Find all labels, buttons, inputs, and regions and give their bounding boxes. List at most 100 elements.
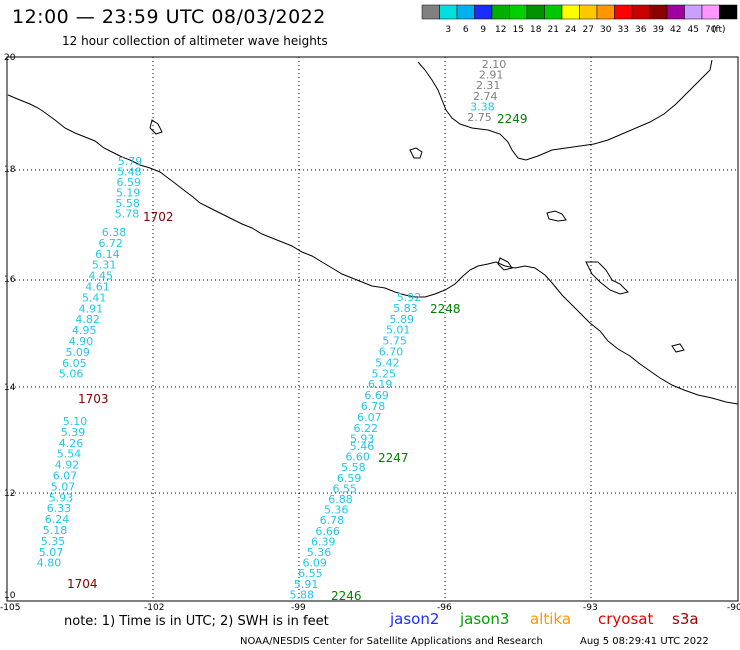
swh-value: 2.10 — [482, 58, 507, 71]
legend-swatch — [491, 4, 510, 20]
lat-tick-14: 14 — [4, 383, 16, 393]
lon-tick-99: -99 — [291, 603, 306, 613]
map-frame — [6, 56, 739, 602]
swh-value: 6.55 — [333, 482, 358, 495]
map-title: 12:00 — 23:59 UTC 08/03/2022 — [12, 6, 326, 28]
swh-value: 6.69 — [364, 389, 389, 402]
legend-swatch — [439, 4, 458, 20]
swh-value: 3.38 — [470, 100, 495, 113]
grid-lines — [7, 57, 738, 601]
lon-tick-90: -90 — [727, 603, 740, 613]
swh-value: 5.41 — [82, 291, 107, 304]
swh-value: 5.25 — [372, 367, 397, 380]
satellite-cryosat: cryosat — [598, 610, 653, 628]
pass-1703: 6.386.726.145.314.454.615.414.914.824.95… — [59, 226, 126, 406]
lat-tick-12: 12 — [4, 489, 15, 499]
swh-value: 5.79 — [118, 155, 143, 168]
legend-label: 33 — [618, 25, 629, 35]
legend-label: 15 — [513, 25, 524, 35]
legend-swatch — [456, 4, 475, 20]
lat-tick-10: 10 — [4, 591, 16, 601]
swh-value: 2.91 — [479, 69, 504, 82]
pass-2246: 2246 — [331, 589, 362, 603]
swh-value: 4.95 — [72, 324, 97, 337]
swh-value: 5.06 — [59, 368, 84, 381]
pass-time-label: 1704 — [67, 577, 98, 591]
swh-value: 6.78 — [320, 514, 345, 527]
pass-1702: 5.795.486.595.195.585.78 1702 — [115, 155, 174, 224]
swh-value: 4.82 — [75, 313, 100, 326]
legend-swatch — [544, 4, 563, 20]
swh-value: 5.54 — [57, 448, 82, 461]
swh-value: 5.46 — [350, 440, 375, 453]
swh-value: 6.66 — [315, 525, 340, 538]
legend-swatch — [649, 4, 668, 20]
swh-value: 6.72 — [98, 237, 123, 250]
legend-label: 36 — [635, 25, 647, 35]
swh-value: 6.33 — [47, 502, 72, 515]
altimeter-passes: 5.795.486.595.195.585.78 17026.386.726.14… — [37, 58, 528, 603]
swh-value: 6.39 — [311, 535, 336, 548]
legend-swatch — [631, 4, 650, 20]
swh-value: 2.74 — [473, 90, 498, 103]
swh-value: 6.07 — [357, 411, 382, 424]
swh-value: 5.36 — [324, 504, 349, 517]
legend-label: 18 — [530, 25, 542, 35]
swh-value: 6.19 — [368, 378, 393, 391]
swh-value: 2.75 — [467, 111, 492, 124]
swh-value: 5.58 — [341, 461, 366, 474]
swh-value: 5.75 — [382, 335, 407, 348]
swh-value: 5.39 — [61, 426, 86, 439]
legend-swatch — [561, 4, 580, 20]
swh-value: 5.19 — [116, 187, 141, 200]
legend-swatch — [614, 4, 633, 20]
latitude-labels: 20 18 16 14 12 10 — [4, 53, 16, 601]
swh-value: 5.42 — [375, 356, 400, 369]
swh-value: 6.59 — [117, 176, 142, 189]
pass-2248: 5.925.835.895.015.756.705.425.256.196.69… — [350, 291, 461, 446]
swh-value: 5.91 — [294, 578, 319, 591]
legend-swatch — [474, 4, 493, 20]
swh-value: 5.10 — [63, 415, 88, 428]
swh-value: 5.92 — [397, 291, 422, 304]
swh-value: 4.80 — [37, 557, 62, 570]
swh-value: 5.89 — [390, 313, 415, 326]
legend-label: 12 — [495, 25, 506, 35]
swh-value: 4.26 — [59, 437, 84, 450]
legend-label: 45 — [688, 25, 699, 35]
swh-value: 4.91 — [79, 302, 104, 315]
swh-value: 4.45 — [89, 270, 114, 283]
pass-time-label: 1703 — [78, 392, 109, 406]
swh-value: 5.78 — [115, 208, 140, 221]
swh-value: 5.48 — [117, 166, 142, 179]
lon-tick-93: -93 — [583, 603, 598, 613]
pass-time-label: 2247 — [378, 451, 409, 465]
lat-tick-16: 16 — [4, 275, 16, 285]
legend-label: 6 — [463, 25, 469, 35]
satellite-altika: altika — [530, 610, 571, 628]
coastline-gulf — [417, 59, 713, 161]
legend-label: 30 — [600, 25, 612, 35]
lon-tick-102: -102 — [144, 603, 164, 613]
swh-value: 4.92 — [55, 459, 80, 472]
swh-value: 6.88 — [328, 493, 353, 506]
map-subtitle: 12 hour collection of altimeter wave hei… — [62, 34, 328, 48]
swh-value: 6.38 — [102, 226, 127, 239]
legend-label: 27 — [583, 25, 594, 35]
color-legend: 3 6 9 12 15 18 21 24 27 30 33 36 39 42 45 70 (ft) — [421, 4, 738, 35]
satellite-legend: jason2 jason3 altika cryosat s3a — [389, 610, 699, 628]
swh-value: 5.09 — [65, 346, 90, 359]
pass-time-label: 1702 — [143, 210, 174, 224]
swh-value: 2.31 — [476, 79, 501, 92]
swh-value: 6.70 — [379, 346, 404, 359]
swh-value: 6.09 — [302, 557, 327, 570]
swh-value: 4.90 — [69, 335, 94, 348]
swh-value: 6.07 — [53, 470, 78, 483]
lon-tick-105: -105 — [0, 603, 20, 613]
pass-2249: 2.102.912.312.743.382.75 2249 — [467, 58, 527, 126]
swh-value: 6.24 — [45, 513, 70, 526]
swh-value: 5.83 — [393, 302, 418, 315]
swh-value: 5.36 — [307, 546, 332, 559]
swh-value: 4.61 — [85, 281, 110, 294]
